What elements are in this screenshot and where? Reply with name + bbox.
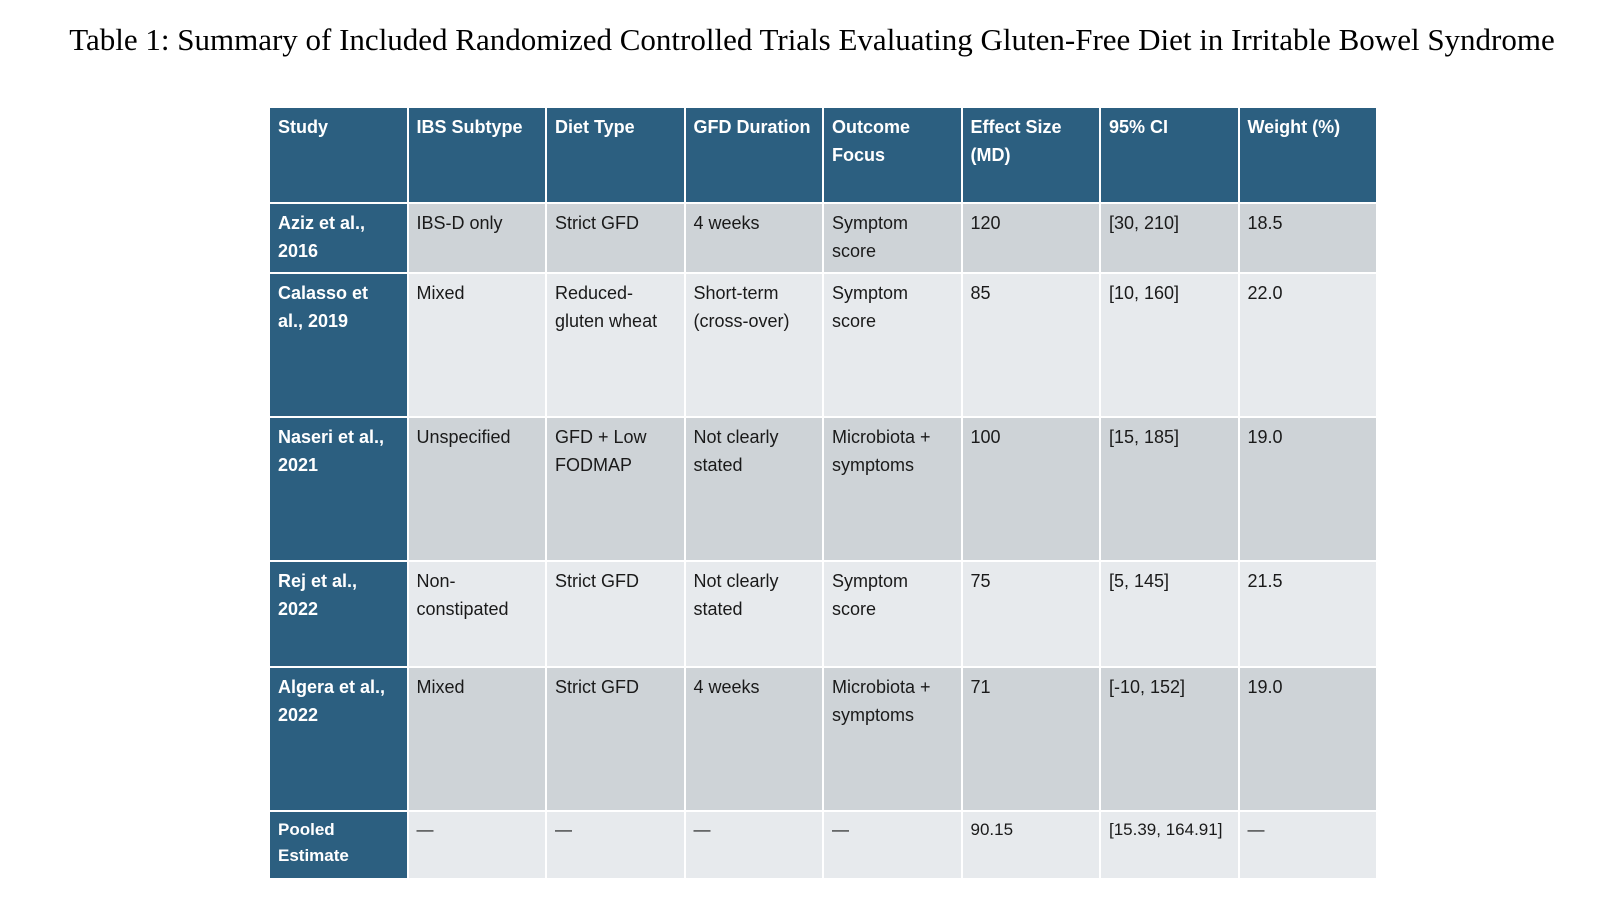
ci-cell: [15.39, 164.91] [1099, 810, 1240, 880]
outcome-focus-cell: — [822, 810, 963, 880]
diet-type-cell: GFD + Low FODMAP [545, 416, 686, 562]
table-row: Calasso et al., 2019 Mixed Reduced-glute… [268, 272, 1378, 418]
effect-size-cell: 75 [960, 560, 1101, 668]
weight-cell: 21.5 [1237, 560, 1378, 668]
header-diet-type: Diet Type [545, 106, 686, 204]
ci-cell: [5, 145] [1099, 560, 1240, 668]
study-cell: Pooled Estimate [268, 810, 409, 880]
gfd-duration-cell: 4 weeks [683, 202, 824, 274]
table-row: Aziz et al., 2016 IBS-D only Strict GFD … [268, 202, 1378, 274]
diet-type-cell: Strict GFD [545, 560, 686, 668]
weight-cell: — [1237, 810, 1378, 880]
header-weight: Weight (%) [1237, 106, 1378, 204]
gfd-duration-cell: — [683, 810, 824, 880]
effect-size-cell: 100 [960, 416, 1101, 562]
weight-cell: 19.0 [1237, 666, 1378, 812]
header-study: Study [268, 106, 409, 204]
gfd-duration-cell: Not clearly stated [683, 416, 824, 562]
pooled-estimate-row: Pooled Estimate — — — — 90.15 [15.39, 16… [268, 810, 1378, 880]
ci-cell: [-10, 152] [1099, 666, 1240, 812]
study-cell: Calasso et al., 2019 [268, 272, 409, 418]
effect-size-cell: 90.15 [960, 810, 1101, 880]
ci-cell: [10, 160] [1099, 272, 1240, 418]
header-95-ci: 95% CI [1099, 106, 1240, 204]
outcome-focus-cell: Symptom score [822, 272, 963, 418]
ibs-subtype-cell: Mixed [406, 666, 547, 812]
effect-size-cell: 120 [960, 202, 1101, 274]
outcome-focus-cell: Symptom score [822, 560, 963, 668]
table-title: Table 1: Summary of Included Randomized … [69, 22, 1555, 57]
outcome-focus-cell: Symptom score [822, 202, 963, 274]
study-cell: Rej et al., 2022 [268, 560, 409, 668]
gfd-duration-cell: Short-term (cross-over) [683, 272, 824, 418]
diet-type-cell: Reduced-gluten wheat [545, 272, 686, 418]
diet-type-cell: Strict GFD [545, 202, 686, 274]
effect-size-cell: 85 [960, 272, 1101, 418]
ibs-subtype-cell: IBS-D only [406, 202, 547, 274]
header-outcome-focus: Outcome Focus [822, 106, 963, 204]
header-gfd-duration: GFD Duration [683, 106, 824, 204]
ibs-subtype-cell: Mixed [406, 272, 547, 418]
summary-table: Study IBS Subtype Diet Type GFD Duration… [268, 106, 1378, 880]
weight-cell: 18.5 [1237, 202, 1378, 274]
table-row: Rej et al., 2022 Non-constipated Strict … [268, 560, 1378, 668]
gfd-duration-cell: 4 weeks [683, 666, 824, 812]
effect-size-cell: 71 [960, 666, 1101, 812]
table-header-row: Study IBS Subtype Diet Type GFD Duration… [268, 106, 1378, 204]
weight-cell: 19.0 [1237, 416, 1378, 562]
weight-cell: 22.0 [1237, 272, 1378, 418]
study-cell: Naseri et al., 2021 [268, 416, 409, 562]
study-cell: Aziz et al., 2016 [268, 202, 409, 274]
header-ibs-subtype: IBS Subtype [406, 106, 547, 204]
diet-type-cell: — [545, 810, 686, 880]
ibs-subtype-cell: Non-constipated [406, 560, 547, 668]
header-effect-size: Effect Size (MD) [960, 106, 1101, 204]
ibs-subtype-cell: Unspecified [406, 416, 547, 562]
table-row: Algera et al., 2022 Mixed Strict GFD 4 w… [268, 666, 1378, 812]
outcome-focus-cell: Microbiota + symptoms [822, 666, 963, 812]
outcome-focus-cell: Microbiota + symptoms [822, 416, 963, 562]
ci-cell: [30, 210] [1099, 202, 1240, 274]
table-row: Naseri et al., 2021 Unspecified GFD + Lo… [268, 416, 1378, 562]
study-cell: Algera et al., 2022 [268, 666, 409, 812]
ci-cell: [15, 185] [1099, 416, 1240, 562]
gfd-duration-cell: Not clearly stated [683, 560, 824, 668]
diet-type-cell: Strict GFD [545, 666, 686, 812]
ibs-subtype-cell: — [406, 810, 547, 880]
